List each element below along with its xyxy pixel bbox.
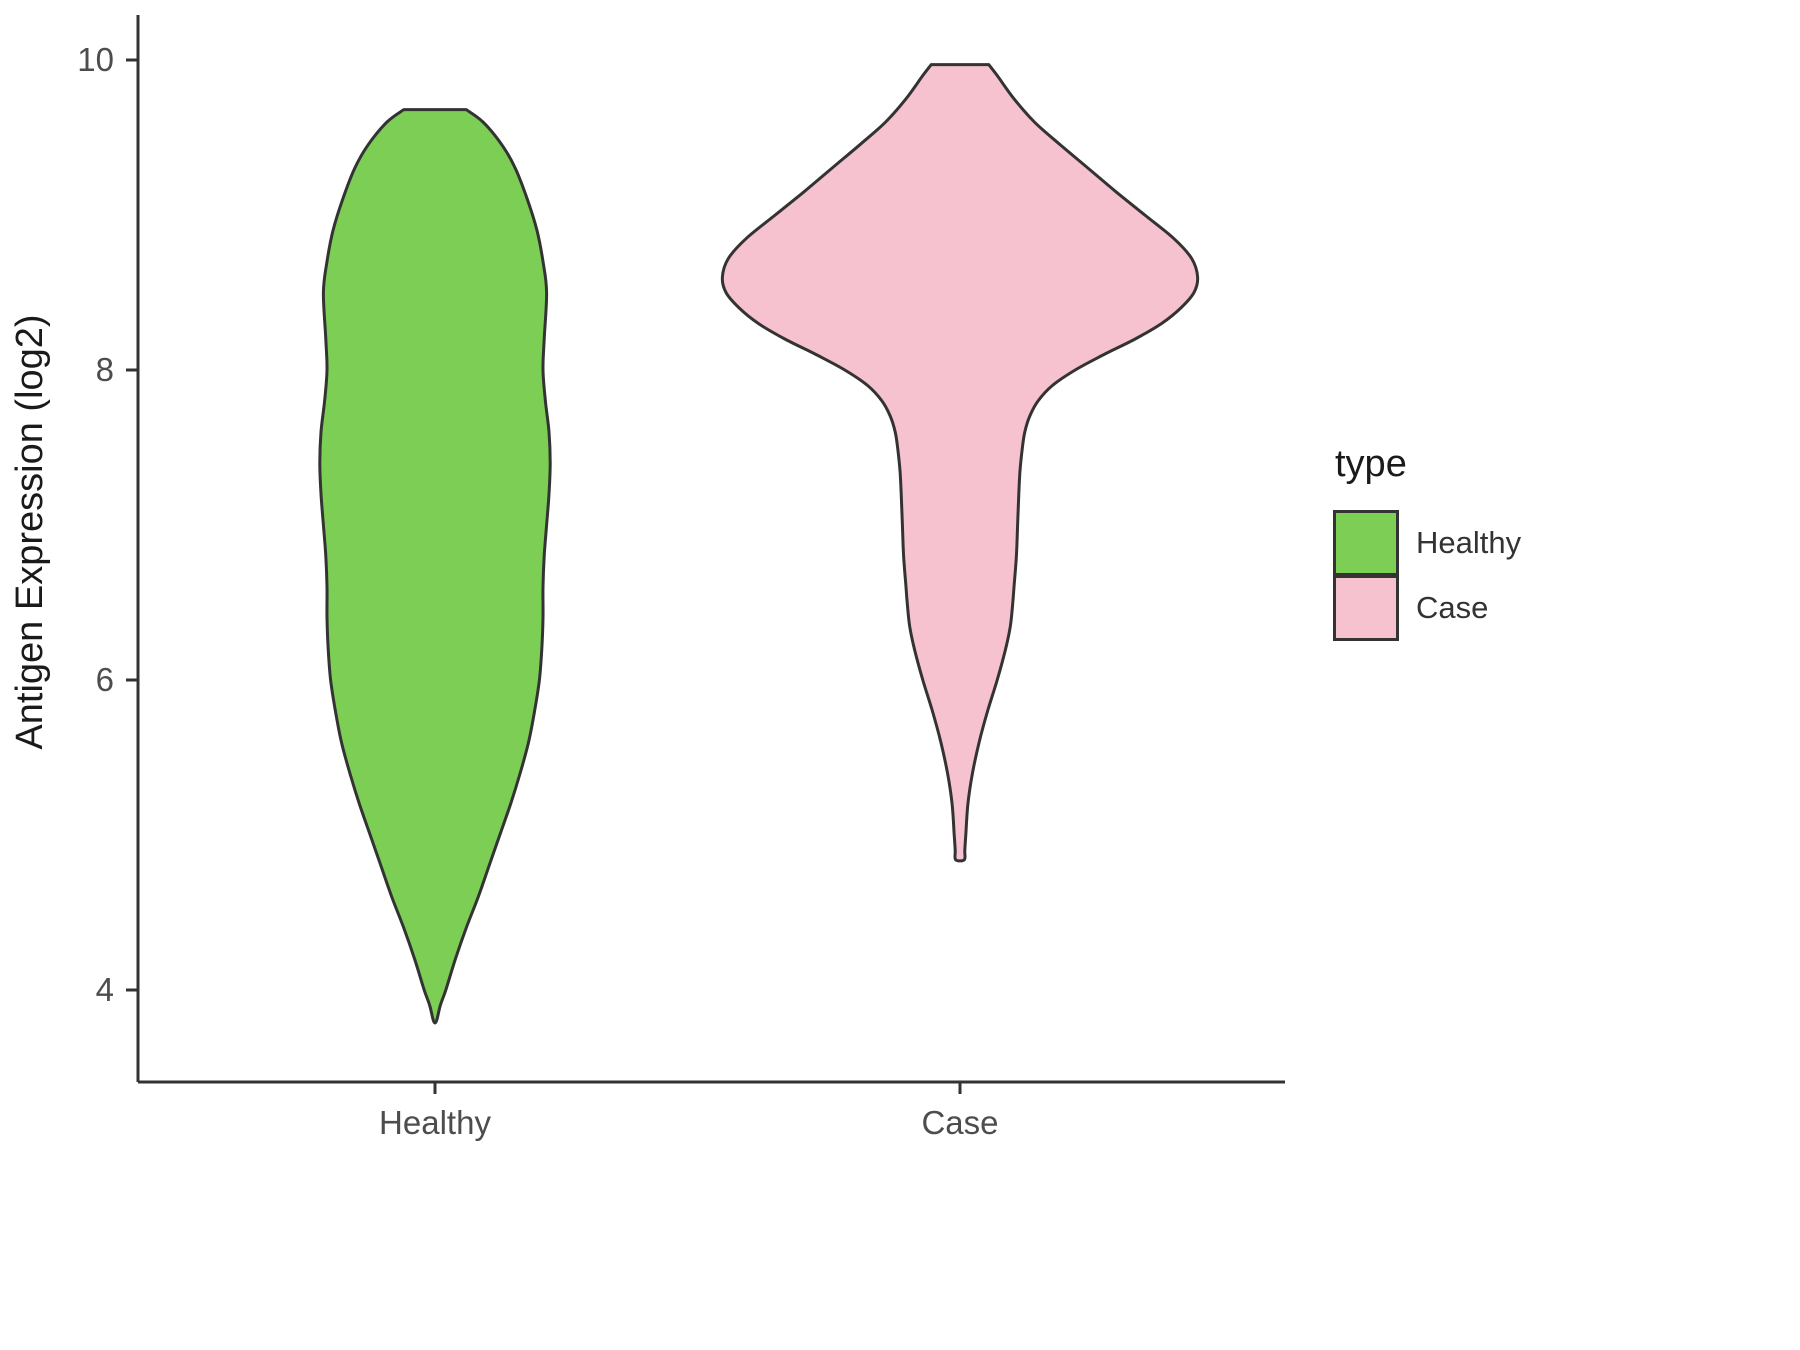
y-tick-label: 6 (96, 661, 114, 698)
violin-case (720, 63, 1200, 863)
legend-title: type (1335, 443, 1407, 485)
x-category-label: Healthy (379, 1104, 491, 1141)
y-tick-label: 8 (96, 351, 114, 388)
violin-healthy (318, 108, 552, 1025)
axes-group: 10 8 6 4 Healthy Case (77, 15, 1285, 1141)
legend-label-healthy: Healthy (1416, 524, 1522, 560)
y-tick-label: 10 (77, 41, 114, 78)
x-category-label: Case (921, 1104, 998, 1141)
legend-swatch-case (1333, 574, 1399, 641)
y-axis-title: Antigen Expression (log2) (9, 314, 51, 749)
legend-swatch-healthy (1333, 509, 1399, 576)
legend-item-case: Case (1333, 574, 1521, 641)
legend-item-healthy: Healthy (1333, 509, 1522, 576)
legend-label-case: Case (1416, 589, 1489, 625)
y-tick-label: 4 (96, 971, 114, 1008)
legend: type Healthy Case (1333, 443, 1522, 641)
violins-group (318, 63, 1200, 1025)
